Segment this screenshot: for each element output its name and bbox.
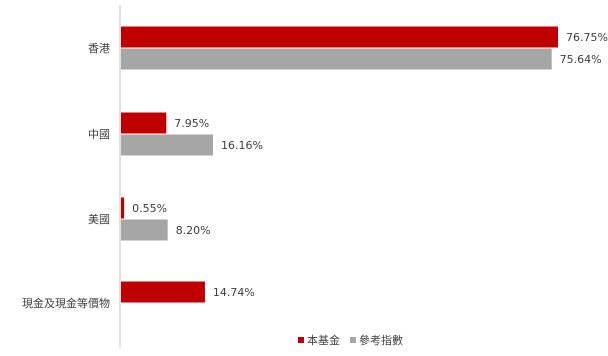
- bar-fund: [121, 26, 558, 48]
- data-label: 14.74%: [213, 286, 255, 299]
- bar-fund: [121, 197, 125, 219]
- data-label: 8.20%: [176, 224, 211, 237]
- legend-label: 本基金: [307, 333, 340, 347]
- category-label: 中國: [88, 128, 110, 141]
- data-label: 0.55%: [132, 202, 167, 215]
- bar-index: [121, 48, 552, 70]
- bar-index: [121, 134, 214, 156]
- bar-fund: [121, 112, 167, 134]
- legend-swatch: [298, 337, 304, 343]
- data-label: 16.16%: [221, 139, 263, 152]
- bar-fund: [121, 281, 205, 303]
- legend-swatch: [350, 337, 356, 343]
- data-label: 75.64%: [560, 53, 602, 66]
- category-label: 香港: [88, 42, 110, 55]
- data-label: 7.95%: [174, 117, 209, 130]
- category-label: 美國: [88, 213, 110, 226]
- category-label: 現金及現金等價物: [22, 296, 110, 310]
- legend-label: 參考指數: [359, 333, 403, 347]
- bar-index: [121, 219, 168, 241]
- data-label: 76.75%: [566, 31, 608, 44]
